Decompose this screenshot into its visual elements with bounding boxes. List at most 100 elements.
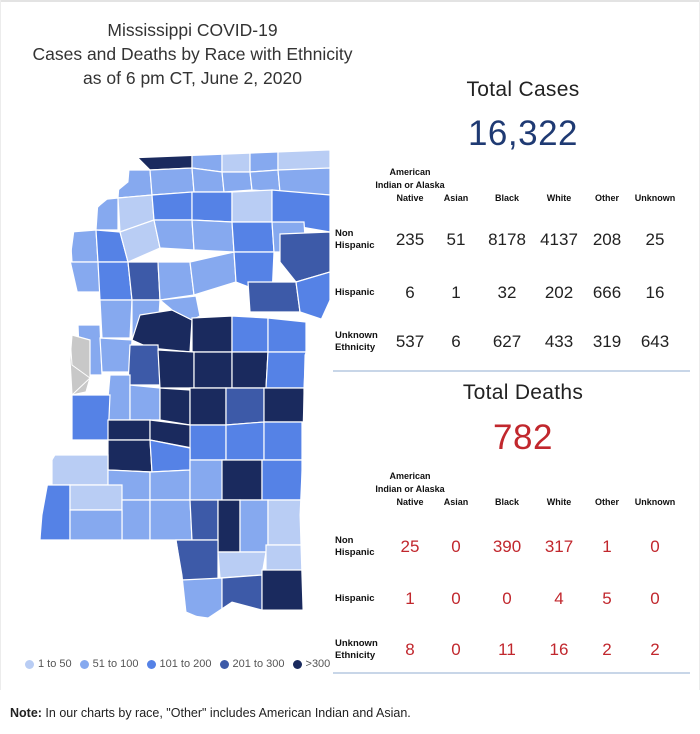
county-region xyxy=(191,167,225,193)
cases-col-header-2: Asian xyxy=(443,193,469,203)
deaths-cell: 8 xyxy=(405,640,415,659)
county-region xyxy=(221,459,263,501)
county-region xyxy=(157,261,195,301)
deaths-row-header-2: Hispanic xyxy=(335,593,375,604)
county-region xyxy=(191,150,223,173)
legend-label-3: 101 to 200 xyxy=(159,658,212,670)
total-deaths-title: Total Deaths xyxy=(462,381,584,404)
bottom-divider xyxy=(333,672,690,674)
county-region xyxy=(231,351,269,389)
cases-cell: 16 xyxy=(645,283,665,302)
county-region xyxy=(97,261,133,301)
legend-label-5: >300 xyxy=(305,658,331,670)
cases-col-header-1: American Indian or Alaska Native xyxy=(375,167,445,203)
deaths-col-header-5: Other xyxy=(594,497,619,507)
county-region xyxy=(69,229,99,263)
county-region xyxy=(189,499,219,541)
total-cases-number: 16,322 xyxy=(467,114,579,153)
county-region-no-data xyxy=(69,334,91,396)
cases-col-header-4: White xyxy=(546,193,572,203)
county-region xyxy=(231,315,269,353)
deaths-cell: 0 xyxy=(451,640,461,659)
cases-cell: 25 xyxy=(645,230,665,249)
county-region xyxy=(189,424,227,461)
footnote: Note: In our charts by race, "Other" inc… xyxy=(10,706,411,720)
legend-label-2: 51 to 100 xyxy=(92,658,139,670)
deaths-cell: 0 xyxy=(650,589,660,608)
deaths-col-header-1: American Indian or Alaska Native xyxy=(375,471,445,507)
cases-cell: 666 xyxy=(592,283,622,302)
county-region xyxy=(71,394,111,441)
county-region xyxy=(191,219,235,253)
county-region xyxy=(69,484,123,511)
county-region xyxy=(191,315,233,353)
county-region xyxy=(51,454,109,486)
map-legend: 1 to 50 51 to 100 101 to 200 201 to 300 … xyxy=(22,658,331,670)
deaths-cell: 16 xyxy=(549,640,569,659)
deaths-cell: 0 xyxy=(451,537,461,556)
county-region xyxy=(221,171,253,193)
deaths-col-header-6: Unknown xyxy=(634,497,676,507)
county-region xyxy=(221,150,251,173)
county-region xyxy=(149,469,191,501)
county-region xyxy=(149,499,193,541)
county-region xyxy=(107,419,151,441)
section-divider xyxy=(333,370,690,372)
county-region xyxy=(217,551,267,579)
left-border xyxy=(0,0,1,690)
county-region xyxy=(121,499,151,541)
deaths-cell: 4 xyxy=(554,589,564,608)
county-region xyxy=(261,569,306,613)
county-region xyxy=(99,337,133,373)
cases-row-header-1: Non Hispanic xyxy=(335,228,375,251)
county-region xyxy=(249,150,279,173)
county-region xyxy=(267,499,303,546)
county-region xyxy=(157,349,195,389)
chart-title: Mississippi COVID-19 Cases and Deaths by… xyxy=(0,18,385,90)
deaths-row-header-3: Unknown Ethnicity xyxy=(335,638,378,661)
county-region xyxy=(99,299,133,339)
county-region xyxy=(263,421,303,461)
deaths-cell: 1 xyxy=(405,589,415,608)
county-region xyxy=(239,499,269,553)
county-region xyxy=(225,421,265,461)
county-region xyxy=(107,439,153,473)
county-region xyxy=(267,317,307,353)
county-region xyxy=(159,387,191,426)
county-region xyxy=(231,221,275,253)
footnote-text: In our charts by race, "Other" includes … xyxy=(41,706,411,720)
county-region xyxy=(193,351,233,389)
cases-cell: 319 xyxy=(592,332,622,351)
county-region xyxy=(225,387,265,426)
cases-row-header-2: Hispanic xyxy=(335,287,375,298)
title-line-1: Mississippi COVID-19 xyxy=(107,20,278,40)
legend-swatch-5 xyxy=(292,659,302,669)
deaths-cell: 25 xyxy=(400,537,420,556)
deaths-col-header-4: White xyxy=(546,497,572,507)
cases-cell: 1 xyxy=(451,283,461,302)
county-region xyxy=(231,189,273,223)
cases-cell: 202 xyxy=(544,283,574,302)
deaths-col-header-2: Asian xyxy=(443,497,469,507)
deaths-cell: 2 xyxy=(650,640,660,659)
top-border xyxy=(0,0,700,2)
county-region xyxy=(221,574,263,613)
county-region xyxy=(249,169,281,193)
cases-col-header-6: Unknown xyxy=(634,193,676,203)
legend-label-4: 201 to 300 xyxy=(232,658,285,670)
cases-cell: 208 xyxy=(592,230,622,249)
cases-cell: 433 xyxy=(544,332,574,351)
county-group xyxy=(40,150,330,620)
total-cases-title: Total Cases xyxy=(466,78,580,101)
deaths-cell: 0 xyxy=(502,589,512,608)
deaths-cell: 5 xyxy=(602,589,612,608)
deaths-cell: 2 xyxy=(602,640,612,659)
legend-label-1: 1 to 50 xyxy=(38,658,72,670)
total-deaths-number: 782 xyxy=(493,418,553,457)
cases-table: American Indian or Alaska Native Asian Bla… xyxy=(335,166,690,366)
cases-cell: 8178 xyxy=(488,230,526,249)
deaths-cell: 11 xyxy=(498,640,516,659)
cases-col-header-3: Black xyxy=(494,193,520,203)
legend-swatch-4 xyxy=(219,659,229,669)
cases-row-header-3: Unknown Ethnicity xyxy=(335,330,378,353)
